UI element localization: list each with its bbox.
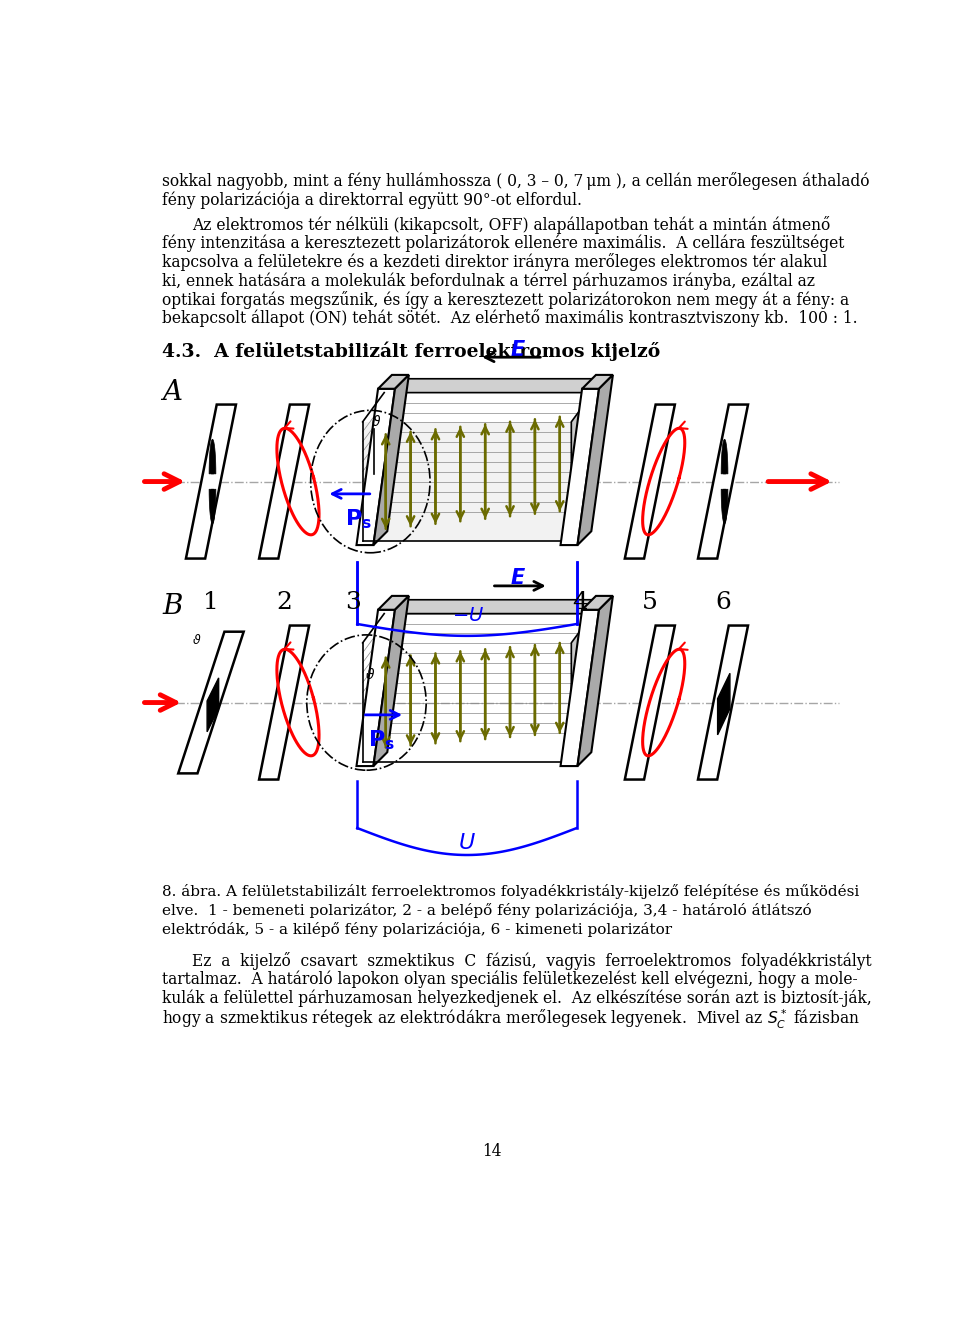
Text: 1: 1 [204,590,219,614]
Polygon shape [209,440,216,474]
Text: 6: 6 [715,590,731,614]
Text: sokkal nagyobb, mint a fény hullámhossza ( 0, 3 – 0, 7 μm ), a cellán merőlegese: sokkal nagyobb, mint a fény hullámhossza… [162,172,870,190]
Text: E: E [511,339,525,359]
Text: Az elektromos tér nélküli (kikapcsolt, OFF) alapállapotban tehát a mintán átmenő: Az elektromos tér nélküli (kikapcsolt, O… [192,217,830,234]
Text: A: A [162,379,182,406]
Polygon shape [698,626,748,779]
Text: $\mathbf{P_s}$: $\mathbf{P_s}$ [369,729,396,753]
Text: $U$: $U$ [458,834,476,853]
Polygon shape [356,610,395,766]
Text: fény polarizációja a direktorral együtt 90°-ot elfordul.: fény polarizációja a direktorral együtt … [162,192,583,209]
Polygon shape [571,392,593,542]
Text: ki, ennek hatására a molekulák befordulnak a térrel párhuzamos irányba, ezáltal : ki, ennek hatására a molekulák beforduln… [162,272,815,289]
Polygon shape [207,678,219,732]
Polygon shape [578,596,612,766]
Text: bekapcsolt állapot (ON) tehát sötét.  Az elérhető maximális kontrasztviszony kb.: bekapcsolt állapot (ON) tehát sötét. Az … [162,309,858,328]
Text: $\vartheta$: $\vartheta$ [372,413,382,429]
Text: 4: 4 [572,590,588,614]
Polygon shape [698,404,748,559]
Text: E: E [511,568,525,588]
Polygon shape [356,388,395,546]
Polygon shape [571,614,593,762]
Polygon shape [179,631,244,773]
Polygon shape [186,404,236,559]
Text: 14: 14 [482,1143,502,1160]
Text: $-U$: $-U$ [452,606,485,625]
Polygon shape [363,421,571,542]
Polygon shape [378,375,409,388]
Text: kulák a felülettel párhuzamosan helyezkedjenek el.  Az elkészítése során azt is : kulák a felülettel párhuzamosan helyezke… [162,989,873,1007]
Polygon shape [373,375,409,546]
Text: 2: 2 [276,590,292,614]
Polygon shape [384,600,607,614]
Text: 5: 5 [642,590,658,614]
Polygon shape [582,375,612,388]
Text: 8. ábra. A felületstabilizált ferroelektromos folyadékkristály-kijelző felépítés: 8. ábra. A felületstabilizált ferroelekt… [162,884,860,900]
Polygon shape [209,489,216,524]
Text: hogy a szmektikus rétegek az elektródákra merőlegesek legyenek.  Mivel az $S_C^*: hogy a szmektikus rétegek az elektródákr… [162,1008,860,1032]
Polygon shape [578,375,612,546]
Polygon shape [259,626,309,779]
Text: elektródák, 5 - a kilépő fény polarizációja, 6 - kimeneti polarizátor: elektródák, 5 - a kilépő fény polarizáci… [162,922,673,937]
Text: 4.3.  A felületstabilizált ferroelektromos kijelző: 4.3. A felületstabilizált ferroelektromo… [162,341,660,361]
Text: $\mathbf{P_s}$: $\mathbf{P_s}$ [346,507,372,531]
Polygon shape [625,626,675,779]
Text: B: B [162,593,182,620]
Polygon shape [721,440,728,474]
Polygon shape [718,674,730,734]
Polygon shape [378,596,409,610]
Polygon shape [582,596,612,610]
Polygon shape [384,379,607,392]
Polygon shape [561,388,599,546]
Polygon shape [625,404,675,559]
Text: Ez  a  kijelző  csavart  szmektikus  C  fázisú,  vagyis  ferroelektromos  folyad: Ez a kijelző csavart szmektikus C fázisú… [192,952,872,971]
Text: 3: 3 [346,590,361,614]
Text: $\vartheta$: $\vartheta$ [365,667,375,683]
Polygon shape [561,610,599,766]
Text: $\vartheta$: $\vartheta$ [192,633,202,647]
Text: kapcsolva a felületekre és a kezdeti direktor irányra merőleges elektromos tér a: kapcsolva a felületekre és a kezdeti dir… [162,254,828,271]
Text: tartalmaz.  A határoló lapokon olyan speciális felületkezelést kell elvégezni, h: tartalmaz. A határoló lapokon olyan spec… [162,971,858,988]
Text: fény intenzitása a keresztezett polarizátorok ellenére maximális.  A cellára fes: fény intenzitása a keresztezett polarizá… [162,235,845,252]
Polygon shape [721,489,728,524]
Polygon shape [259,404,309,559]
Text: elve.  1 - bemeneti polarizátor, 2 - a belépő fény polarizációja, 3,4 - határoló: elve. 1 - bemeneti polarizátor, 2 - a be… [162,902,812,918]
Polygon shape [373,596,409,766]
Text: optikai forgatás megszűnik, és így a keresztezett polarizátorokon nem megy át a : optikai forgatás megszűnik, és így a ker… [162,291,850,309]
